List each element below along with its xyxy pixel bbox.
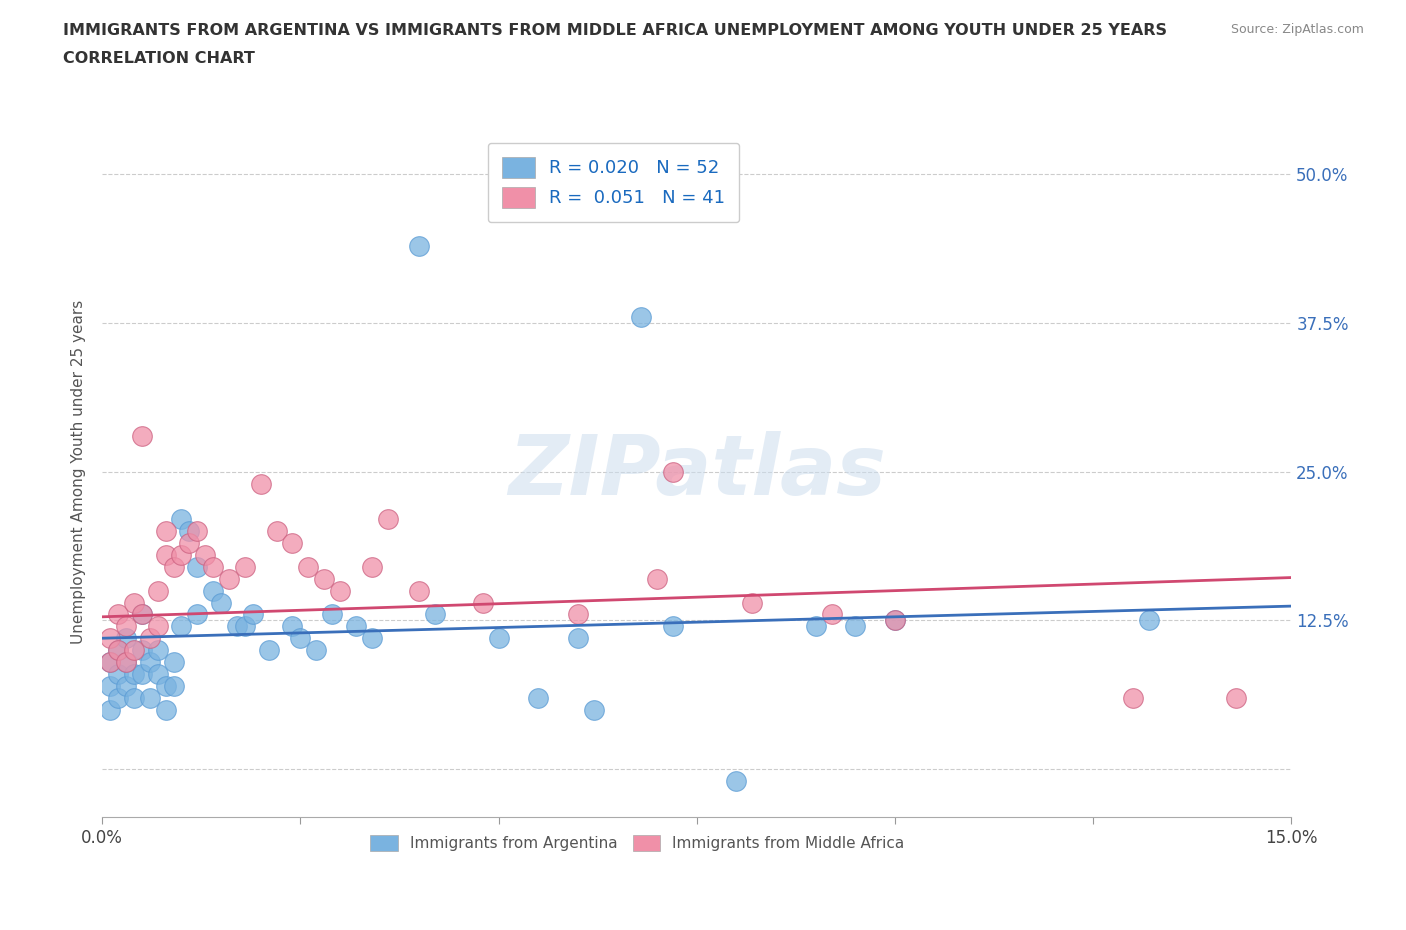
Point bbox=[186, 524, 208, 538]
Point bbox=[488, 631, 510, 645]
Point bbox=[662, 464, 685, 479]
Text: CORRELATION CHART: CORRELATION CHART bbox=[63, 51, 254, 66]
Point bbox=[314, 571, 336, 586]
Point bbox=[360, 631, 382, 645]
Point bbox=[820, 607, 842, 622]
Point bbox=[115, 618, 138, 633]
Point bbox=[139, 655, 162, 670]
Point bbox=[107, 643, 129, 658]
Point bbox=[186, 560, 208, 575]
Point bbox=[527, 690, 550, 705]
Point bbox=[115, 655, 138, 670]
Point bbox=[471, 595, 494, 610]
Point bbox=[408, 238, 430, 253]
Point bbox=[98, 702, 121, 717]
Point bbox=[131, 607, 153, 622]
Point bbox=[155, 678, 177, 693]
Point bbox=[107, 667, 129, 682]
Point bbox=[170, 512, 193, 526]
Point bbox=[662, 618, 685, 633]
Point bbox=[146, 667, 169, 682]
Point bbox=[146, 618, 169, 633]
Point bbox=[170, 548, 193, 563]
Point bbox=[131, 607, 153, 622]
Point bbox=[98, 655, 121, 670]
Point bbox=[645, 571, 668, 586]
Point bbox=[233, 560, 256, 575]
Point bbox=[297, 560, 319, 575]
Point bbox=[321, 607, 343, 622]
Point bbox=[179, 536, 201, 551]
Point bbox=[131, 643, 153, 658]
Point bbox=[290, 631, 312, 645]
Point bbox=[162, 678, 184, 693]
Point bbox=[155, 524, 177, 538]
Point bbox=[115, 678, 138, 693]
Point bbox=[329, 583, 352, 598]
Point bbox=[344, 618, 367, 633]
Point bbox=[107, 607, 129, 622]
Point bbox=[155, 702, 177, 717]
Point bbox=[249, 476, 271, 491]
Point bbox=[202, 583, 225, 598]
Point bbox=[884, 613, 907, 628]
Point bbox=[844, 618, 866, 633]
Point bbox=[281, 618, 304, 633]
Point bbox=[233, 618, 256, 633]
Point bbox=[266, 524, 288, 538]
Text: ZIPatlas: ZIPatlas bbox=[508, 432, 886, 512]
Point bbox=[162, 560, 184, 575]
Legend: Immigrants from Argentina, Immigrants from Middle Africa: Immigrants from Argentina, Immigrants fr… bbox=[364, 830, 911, 857]
Point bbox=[122, 690, 145, 705]
Point bbox=[218, 571, 240, 586]
Point bbox=[179, 524, 201, 538]
Point bbox=[122, 643, 145, 658]
Point bbox=[107, 643, 129, 658]
Point bbox=[567, 631, 589, 645]
Point bbox=[377, 512, 399, 526]
Point bbox=[146, 583, 169, 598]
Point bbox=[741, 595, 763, 610]
Point bbox=[804, 618, 827, 633]
Point bbox=[139, 690, 162, 705]
Point bbox=[305, 643, 328, 658]
Point bbox=[1122, 690, 1144, 705]
Point bbox=[98, 678, 121, 693]
Point bbox=[98, 655, 121, 670]
Point bbox=[242, 607, 264, 622]
Point bbox=[257, 643, 280, 658]
Point bbox=[630, 310, 652, 325]
Point bbox=[139, 631, 162, 645]
Point bbox=[115, 655, 138, 670]
Point bbox=[194, 548, 217, 563]
Point bbox=[122, 667, 145, 682]
Point bbox=[408, 583, 430, 598]
Point bbox=[209, 595, 232, 610]
Point bbox=[725, 774, 748, 789]
Point bbox=[170, 618, 193, 633]
Point bbox=[155, 548, 177, 563]
Point bbox=[1137, 613, 1160, 628]
Point bbox=[115, 631, 138, 645]
Text: Source: ZipAtlas.com: Source: ZipAtlas.com bbox=[1230, 23, 1364, 36]
Point bbox=[425, 607, 447, 622]
Point bbox=[131, 429, 153, 444]
Text: IMMIGRANTS FROM ARGENTINA VS IMMIGRANTS FROM MIDDLE AFRICA UNEMPLOYMENT AMONG YO: IMMIGRANTS FROM ARGENTINA VS IMMIGRANTS … bbox=[63, 23, 1167, 38]
Point bbox=[131, 667, 153, 682]
Point bbox=[567, 607, 589, 622]
Point bbox=[884, 613, 907, 628]
Point bbox=[186, 607, 208, 622]
Point bbox=[281, 536, 304, 551]
Point bbox=[202, 560, 225, 575]
Point bbox=[226, 618, 249, 633]
Point bbox=[582, 702, 605, 717]
Point bbox=[1225, 690, 1247, 705]
Point bbox=[122, 595, 145, 610]
Point bbox=[98, 631, 121, 645]
Point bbox=[107, 690, 129, 705]
Y-axis label: Unemployment Among Youth under 25 years: Unemployment Among Youth under 25 years bbox=[72, 299, 86, 644]
Point bbox=[162, 655, 184, 670]
Point bbox=[360, 560, 382, 575]
Point bbox=[146, 643, 169, 658]
